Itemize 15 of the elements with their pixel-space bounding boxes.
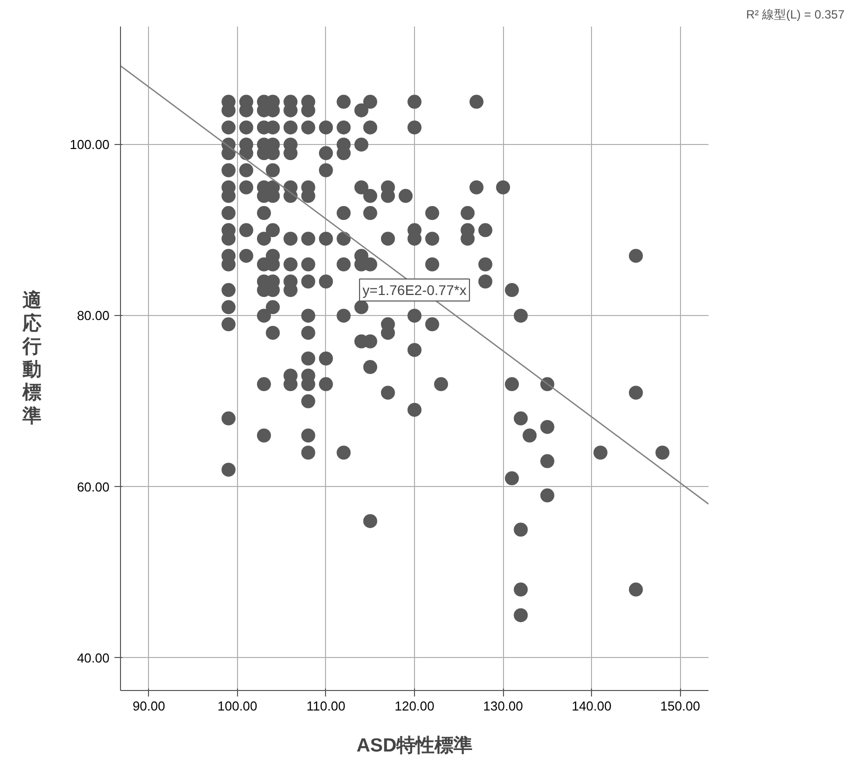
y-tick-label: 100.00 xyxy=(70,137,110,152)
x-tick-label: 130.00 xyxy=(483,698,523,714)
x-tick-label: 110.00 xyxy=(306,698,346,714)
x-tick-label: 140.00 xyxy=(572,698,612,714)
text: R² 線型(L) = 0.357 xyxy=(746,8,845,22)
annotation: y=1.76E2-0.77*x xyxy=(362,282,466,298)
x-axis-title: ASD特性標準 xyxy=(356,734,473,756)
y-axis-title: 適応行動標準 xyxy=(22,289,42,427)
x-tick-label: 90.00 xyxy=(132,698,166,714)
x-tick-label: 150.00 xyxy=(660,698,700,714)
y-tick-label: 80.00 xyxy=(76,308,110,324)
y-tick-label: 40.00 xyxy=(76,650,110,666)
x-tick-label: 100.00 xyxy=(218,698,258,714)
y-tick-label: 60.00 xyxy=(76,479,110,494)
x-tick-label: 120.00 xyxy=(394,698,434,714)
